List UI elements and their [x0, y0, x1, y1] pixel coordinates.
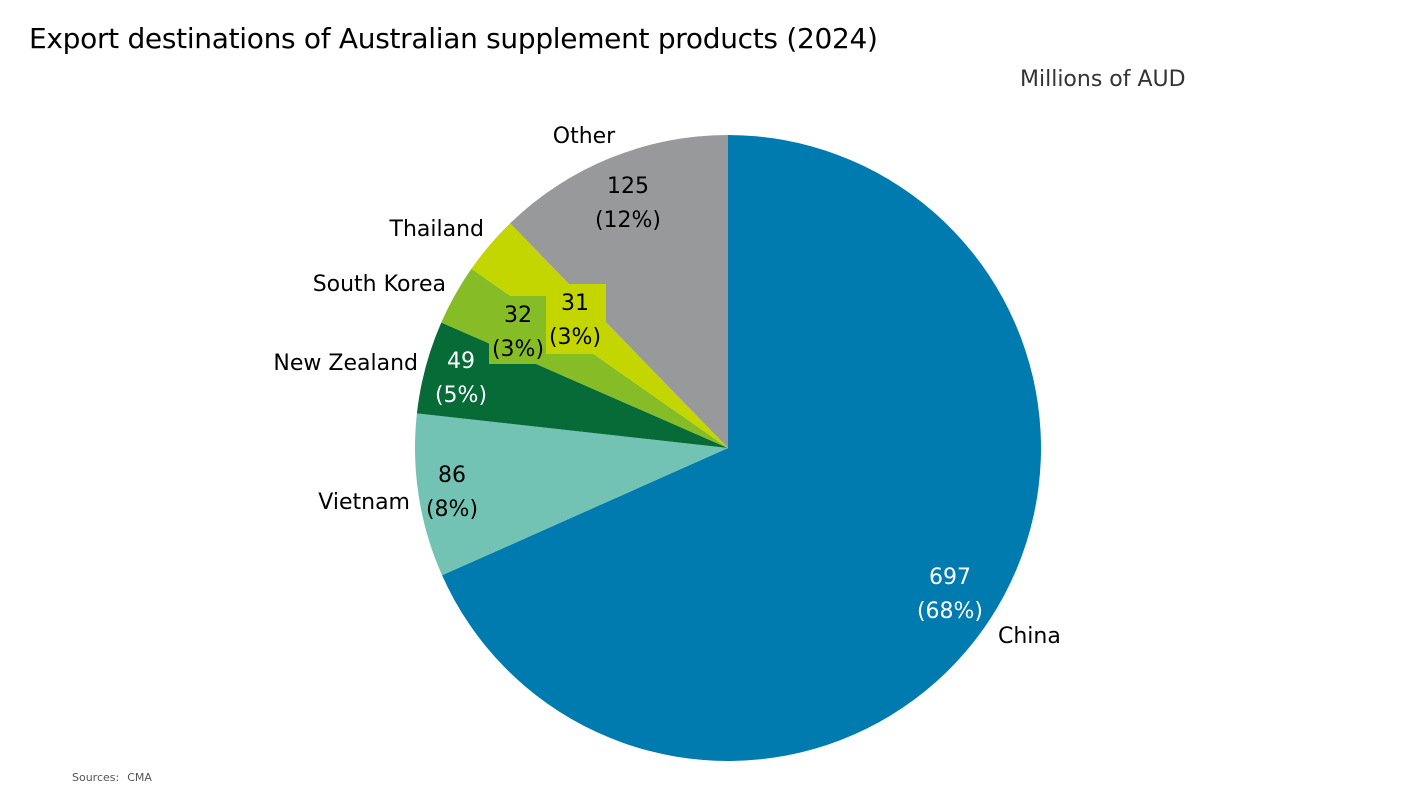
value-label-vietnam: 86 (8%) — [426, 463, 478, 522]
category-label-new-zealand: New Zealand — [273, 351, 418, 376]
value-label-thailand: 31 (3%) — [549, 291, 601, 350]
value-labels: 697 (68%) 86 (8%) 49 (5%)32 (3%)31 (3%) 125 (12%) — [426, 174, 983, 624]
category-label-china: China — [998, 624, 1061, 649]
value-label-other: 125 (12%) — [595, 174, 661, 233]
value-label-china: 697 (68%) — [917, 565, 983, 624]
chart-title: Export destinations of Australian supple… — [29, 22, 878, 55]
pie-slice-china — [442, 135, 1041, 761]
source-note: Sources: CMA — [72, 771, 152, 784]
source-label: Sources: — [72, 771, 120, 784]
value-label-box-south-korea — [489, 296, 547, 364]
pie-slices — [414, 135, 1041, 761]
value-label-south-korea: 32 (3%) — [492, 303, 544, 362]
category-label-vietnam: Vietnam — [318, 490, 410, 515]
value-label-new-zealand: 49 (5%) — [435, 349, 487, 408]
category-label-thailand: Thailand — [389, 217, 484, 242]
source-value: CMA — [127, 771, 152, 784]
pie-slice-other — [510, 135, 728, 448]
value-label-box-thailand — [546, 284, 606, 354]
category-label-south-korea: South Korea — [313, 272, 446, 297]
category-label-other: Other — [553, 124, 616, 149]
pie-slice-vietnam — [414, 413, 728, 576]
category-labels: China Vietnam New Zealand South Korea Thaila… — [273, 124, 1060, 649]
units-label: Millions of AUD — [1020, 67, 1186, 92]
